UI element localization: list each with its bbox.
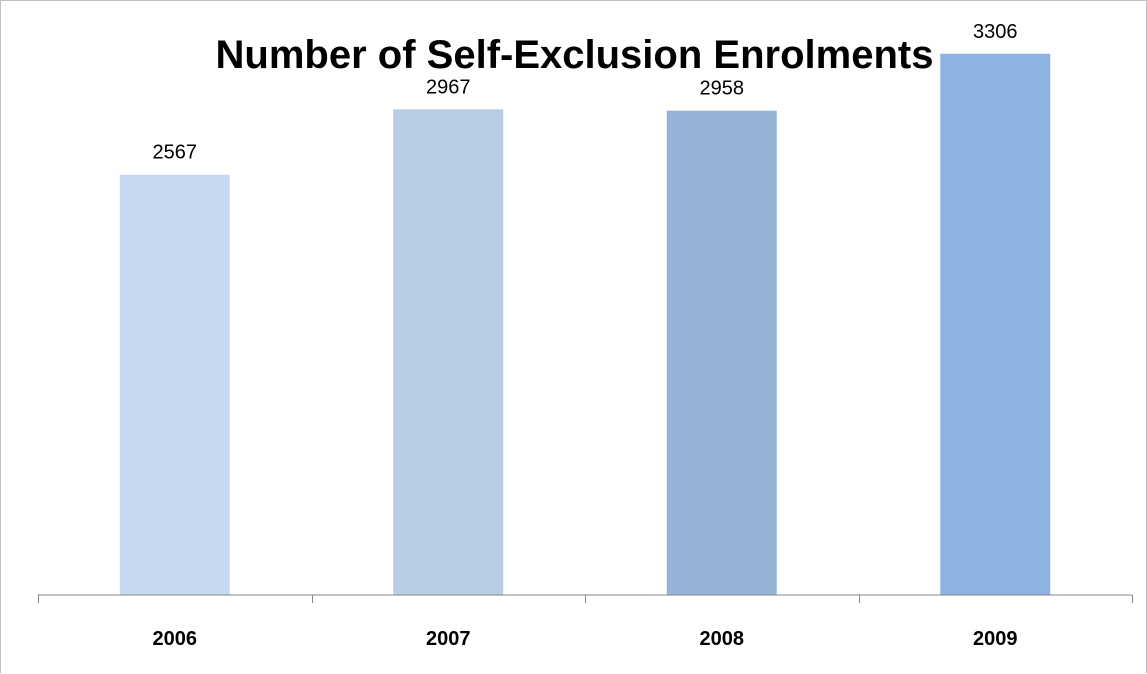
x-tick-label-2006: 2006 xyxy=(153,628,198,650)
bar-2009 xyxy=(940,53,1051,596)
data-label-2007: 2967 xyxy=(426,76,471,98)
bar-2006 xyxy=(119,174,230,595)
bar-2007 xyxy=(393,109,504,596)
data-label-2009: 3306 xyxy=(973,21,1018,43)
data-label-2008: 2958 xyxy=(700,78,745,100)
x-tick-label-2009: 2009 xyxy=(973,628,1018,650)
x-tick-label-2007: 2007 xyxy=(426,628,471,650)
x-tick-label-2008: 2008 xyxy=(700,628,745,650)
data-label-2006: 2567 xyxy=(153,142,198,164)
chart-title: Number of Self-Exclusion Enrolments xyxy=(215,33,934,77)
bar-2008 xyxy=(666,110,777,595)
